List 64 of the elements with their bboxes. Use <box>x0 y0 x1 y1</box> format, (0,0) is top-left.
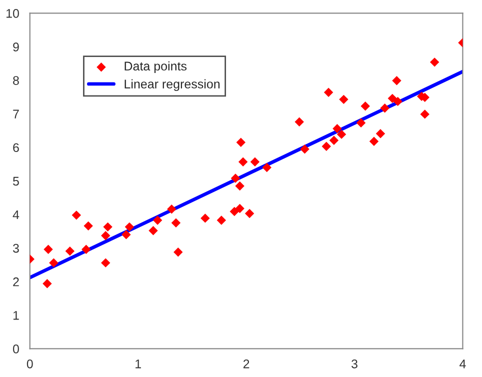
point <box>49 258 58 268</box>
point <box>174 247 183 257</box>
y-tick-label: 10 <box>6 8 19 18</box>
point <box>380 104 390 113</box>
point <box>235 204 244 214</box>
point <box>238 157 248 166</box>
point <box>44 244 53 254</box>
point <box>294 117 304 127</box>
point <box>388 94 397 104</box>
point <box>230 174 240 183</box>
point <box>329 136 339 145</box>
point <box>103 222 112 232</box>
y-tick-label: 1 <box>13 311 19 320</box>
point <box>171 218 181 228</box>
point <box>336 130 346 139</box>
y-tick-label: 6 <box>13 143 19 152</box>
point <box>392 76 402 86</box>
point <box>84 221 93 231</box>
point <box>216 216 226 225</box>
x-tick-label: 1 <box>136 360 141 368</box>
y-tick-label: 0 <box>13 344 19 354</box>
y-tick-label: 4 <box>12 210 20 220</box>
point <box>420 110 430 119</box>
point <box>300 144 310 154</box>
point <box>376 129 386 138</box>
y-tick-label: 5 <box>13 176 19 186</box>
point <box>124 222 134 232</box>
point <box>360 102 370 111</box>
x-tick-label: 2 <box>243 359 250 368</box>
point <box>101 258 110 268</box>
point <box>324 88 334 97</box>
y-tick-label: 2 <box>13 277 19 286</box>
point <box>72 210 82 220</box>
point <box>430 58 440 67</box>
point <box>82 244 91 254</box>
y-tick-label: 8 <box>13 76 19 85</box>
y-tick-label: 3 <box>12 244 19 253</box>
x-tick-label: 3 <box>352 359 358 368</box>
point <box>122 230 131 240</box>
point <box>244 208 254 218</box>
x-tick-label: 4 <box>460 360 466 368</box>
point <box>356 118 366 128</box>
x-tick-label: 0 <box>26 359 33 368</box>
point <box>393 96 402 106</box>
point <box>369 136 379 146</box>
point <box>167 204 176 214</box>
point <box>236 138 246 147</box>
point <box>230 206 240 216</box>
point <box>339 94 348 104</box>
point <box>235 181 244 191</box>
point <box>148 226 158 236</box>
point <box>65 246 75 256</box>
point <box>332 124 342 134</box>
point <box>42 279 52 288</box>
point <box>200 214 210 223</box>
point <box>152 216 162 225</box>
point <box>262 162 272 172</box>
point <box>101 231 110 240</box>
y-tick-label: 7 <box>13 110 19 118</box>
point <box>250 157 260 166</box>
legend-label: Data points <box>124 61 187 74</box>
y-tick-label: 9 <box>13 42 19 52</box>
point <box>322 142 331 152</box>
legend-label: Linear regression <box>124 79 220 91</box>
